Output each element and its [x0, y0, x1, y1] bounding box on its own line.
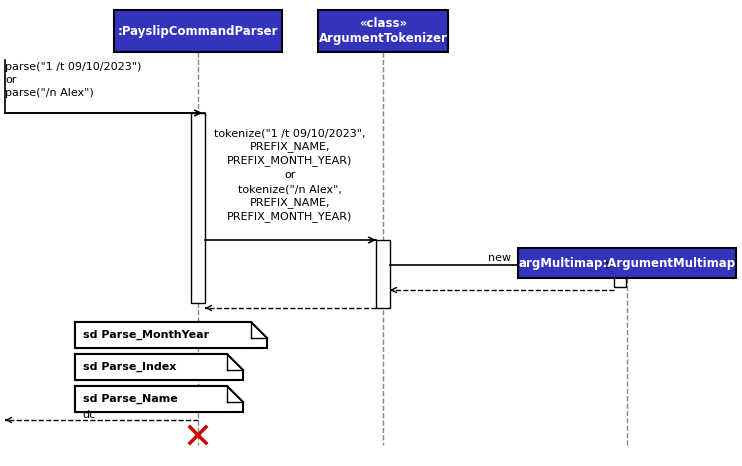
Text: :PayslipCommandParser: :PayslipCommandParser [118, 25, 278, 37]
Bar [75, 322, 251, 348]
Text: or: or [284, 170, 296, 180]
Text: PREFIX_NAME,: PREFIX_NAME, [250, 198, 330, 208]
Text: dc: dc [82, 410, 95, 420]
Bar [518, 248, 736, 278]
Polygon shape [75, 354, 243, 380]
Text: tokenize("/n Alex",: tokenize("/n Alex", [238, 184, 342, 194]
Polygon shape [75, 322, 267, 348]
Text: PREFIX_NAME,: PREFIX_NAME, [250, 142, 330, 152]
Text: or: or [5, 75, 16, 85]
Bar [191, 113, 205, 303]
Bar [114, 10, 282, 52]
Text: sd Parse_Index: sd Parse_Index [83, 362, 177, 372]
Text: sd Parse_Name: sd Parse_Name [83, 394, 178, 404]
Text: tokenize("1 /t 09/10/2023",: tokenize("1 /t 09/10/2023", [214, 128, 366, 138]
Bar [318, 10, 448, 52]
Text: parse("/n Alex"): parse("/n Alex") [5, 88, 93, 98]
Bar [376, 240, 390, 308]
Text: new: new [488, 253, 511, 263]
Bar [614, 265, 626, 287]
Bar [75, 386, 227, 412]
Text: parse("1 /t 09/10/2023"): parse("1 /t 09/10/2023") [5, 62, 142, 72]
Text: PREFIX_MONTH_YEAR): PREFIX_MONTH_YEAR) [227, 156, 352, 166]
Text: sd Parse_MonthYear: sd Parse_MonthYear [83, 330, 209, 340]
Bar [75, 354, 227, 380]
Text: argMultimap:ArgumentMultimap: argMultimap:ArgumentMultimap [519, 256, 735, 269]
Text: PREFIX_MONTH_YEAR): PREFIX_MONTH_YEAR) [227, 212, 352, 222]
Text: «class»
ArgumentTokenizer: «class» ArgumentTokenizer [318, 17, 447, 45]
Polygon shape [75, 386, 243, 412]
